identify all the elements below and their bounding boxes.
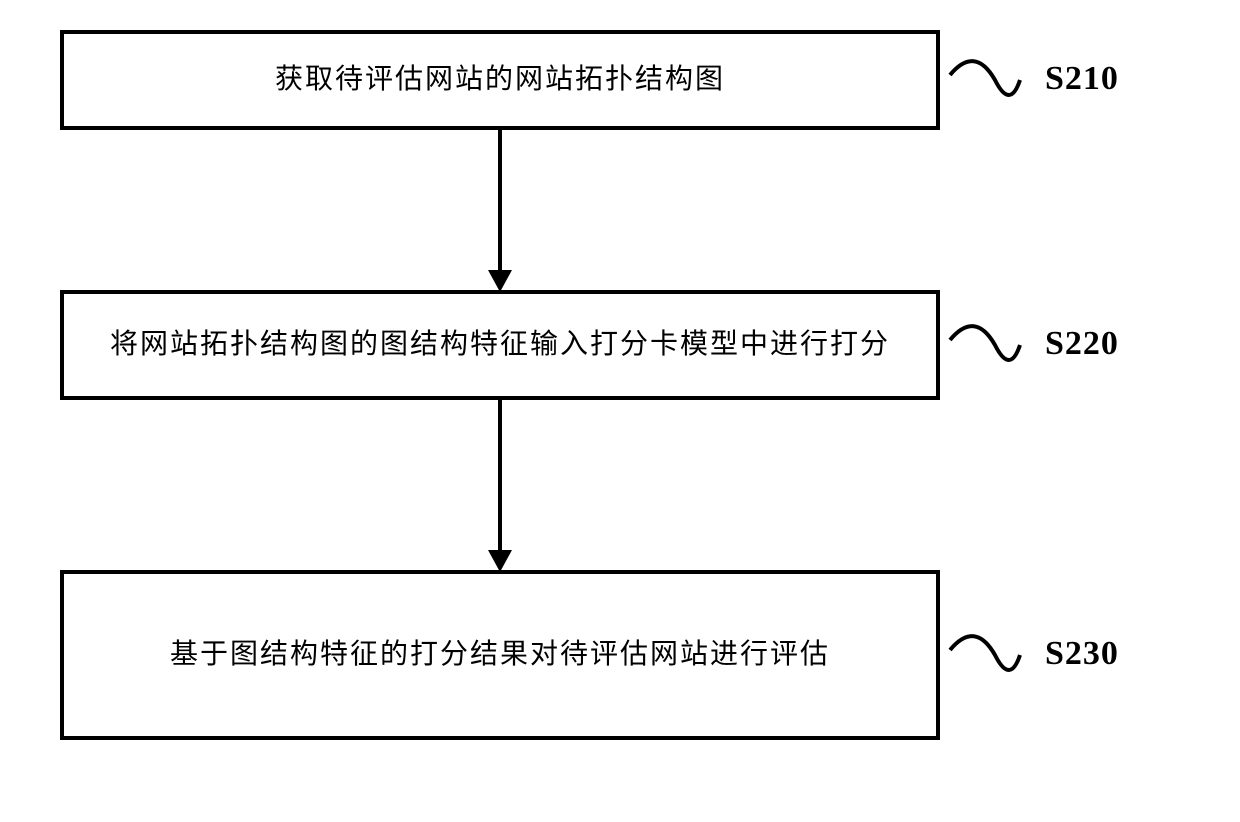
flowchart-arrow bbox=[480, 400, 520, 575]
step-label: S230 bbox=[1045, 635, 1119, 673]
brace-connector bbox=[945, 40, 1025, 120]
flowchart-arrow bbox=[480, 130, 520, 295]
flowchart-step: 将网站拓扑结构图的图结构特征输入打分卡模型中进行打分 bbox=[60, 290, 940, 400]
step-text: 基于图结构特征的打分结果对待评估网站进行评估 bbox=[170, 635, 830, 674]
step-label: S210 bbox=[1045, 60, 1119, 98]
flowchart-step: 获取待评估网站的网站拓扑结构图 bbox=[60, 30, 940, 130]
step-text: 获取待评估网站的网站拓扑结构图 bbox=[275, 60, 725, 99]
brace-connector bbox=[945, 305, 1025, 385]
brace-connector bbox=[945, 615, 1025, 695]
flowchart-step: 基于图结构特征的打分结果对待评估网站进行评估 bbox=[60, 570, 940, 740]
step-label: S220 bbox=[1045, 325, 1119, 363]
step-text: 将网站拓扑结构图的图结构特征输入打分卡模型中进行打分 bbox=[110, 325, 890, 364]
